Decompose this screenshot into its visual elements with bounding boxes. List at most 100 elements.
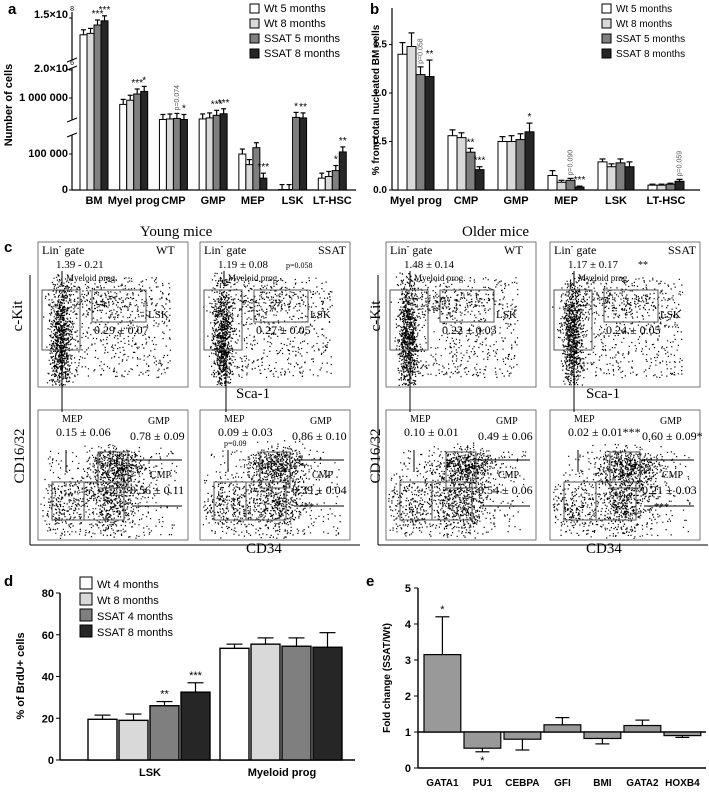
legend-swatch bbox=[601, 48, 612, 59]
bar-BM-3 bbox=[100, 20, 109, 191]
bar-LSK-2 bbox=[149, 705, 180, 761]
gate-gmp bbox=[259, 451, 291, 489]
legend-swatch bbox=[79, 608, 93, 622]
mep-label: MEP bbox=[410, 414, 431, 425]
legend-label: SSAT 5 months bbox=[264, 33, 341, 45]
lsk-frequency: 0.27 ± 0.05 bbox=[256, 323, 311, 337]
significance-label: ** bbox=[160, 689, 169, 701]
genotype-label: WT bbox=[156, 243, 175, 257]
y-tick-label: 1 bbox=[405, 727, 411, 739]
gmp-label: GMP bbox=[496, 416, 518, 427]
mep-frequency: 0.10 ± 0.01 bbox=[404, 425, 459, 439]
cmp-label: CMP bbox=[498, 470, 520, 481]
legend-label: SSAT 5 months bbox=[616, 34, 685, 45]
y-tick-label: 80 bbox=[42, 588, 54, 600]
bar-LSK-3 bbox=[624, 166, 635, 191]
legend-swatch bbox=[249, 48, 260, 59]
cmp-label: CMP bbox=[312, 470, 334, 481]
x-tick-label: Myeloid prog bbox=[248, 767, 316, 779]
flow-dots bbox=[552, 273, 684, 386]
cmp-significance: ** bbox=[304, 502, 314, 513]
y-tick-exponent: 6 bbox=[70, 60, 74, 67]
bar-LSK-3 bbox=[299, 117, 308, 191]
bar-LT-HSC-2 bbox=[665, 183, 676, 191]
panel-letter-b: b bbox=[370, 1, 379, 18]
x-tick-label: LT-HSC bbox=[647, 195, 686, 207]
bar-GATA2 bbox=[623, 724, 662, 733]
x-tick-label: HOXB4 bbox=[665, 778, 700, 789]
gate-gmp bbox=[97, 451, 129, 489]
bar-Myeloid prog-3 bbox=[312, 646, 343, 761]
gate-title: Lin- gate bbox=[204, 242, 246, 257]
bar-BM-1 bbox=[86, 32, 95, 191]
lsk-label: LSK bbox=[148, 309, 169, 321]
gate-title-rest: gate bbox=[409, 243, 432, 257]
bar-GATA1 bbox=[423, 653, 462, 733]
mep-label: MEP bbox=[574, 414, 595, 425]
x-tick-label: MEP bbox=[241, 195, 265, 207]
mep-label: MEP bbox=[62, 414, 83, 425]
gate-gmp bbox=[609, 451, 641, 489]
bar-CMP-0 bbox=[447, 135, 458, 191]
panel-letter-e: e bbox=[366, 573, 374, 590]
gate-title-sup: - bbox=[407, 242, 410, 251]
legend-label: SSAT 8 months bbox=[616, 49, 685, 60]
x-tick-label: Myel prog bbox=[108, 195, 160, 207]
bar-LSK-2 bbox=[292, 116, 301, 191]
sca1-axis-label: Sca-1 bbox=[236, 386, 270, 402]
legend-label: SSAT 8 months bbox=[264, 48, 341, 60]
y-tick-label: 0.0 bbox=[373, 185, 387, 196]
myeloid-frequency: 1.39 - 0.21 bbox=[56, 259, 104, 271]
bar-BM-0 bbox=[79, 34, 88, 191]
y-axis-label: Fold change (SSAT/Wt) bbox=[382, 623, 393, 733]
flow-plot-frame bbox=[385, 409, 537, 541]
panel-d-chart: 0 20 40 60 80 % of BrdU+ cells LSK Myeloid prog… bbox=[15, 576, 355, 779]
bar-MEP-3 bbox=[574, 186, 585, 191]
significance-label: *** bbox=[92, 9, 104, 20]
x-tick-label: CMP bbox=[161, 195, 185, 207]
mep-frequency: 0.15 ± 0.06 bbox=[56, 425, 111, 439]
x-tick-label: LSK bbox=[605, 195, 627, 207]
cd1632-axis-label: CD16/32 bbox=[368, 428, 384, 483]
gate-title: Lin- gate bbox=[390, 242, 432, 257]
gate-lsk bbox=[253, 289, 309, 323]
bar-LSK-2 bbox=[615, 162, 626, 191]
legend-swatch bbox=[601, 3, 612, 14]
gate-gmp bbox=[445, 451, 477, 489]
y-tick-label: 5 bbox=[405, 583, 411, 595]
legend-label: Wt 4 months bbox=[97, 579, 159, 591]
cmp-frequency: 0.56 ± 0.11 bbox=[130, 483, 184, 497]
bar-LSK-0 bbox=[597, 161, 608, 191]
bar-Myel prog-2 bbox=[133, 93, 142, 191]
axis-break bbox=[66, 60, 360, 68]
y-axis-label: % from total nucleated BM cells bbox=[371, 24, 382, 175]
bar-LT-HSC-2 bbox=[331, 170, 340, 191]
bar-BM-2 bbox=[93, 24, 102, 191]
myeloid-frequency: 1.48 ± 0.14 bbox=[404, 259, 455, 271]
significance-label: p=0.059 bbox=[677, 151, 684, 177]
significance-label: *** bbox=[474, 156, 486, 167]
flow-dots bbox=[390, 272, 519, 386]
bar-GMP-3 bbox=[219, 113, 228, 191]
gate-title: Lin- gate bbox=[554, 242, 596, 257]
lsk-frequency: 0.22 ± 0.03 bbox=[442, 323, 497, 337]
panel-letter-c: c bbox=[4, 239, 12, 256]
cmp-label: CMP bbox=[150, 470, 172, 481]
bar-Myeloid prog-2 bbox=[281, 645, 312, 761]
bar-LSK-3 bbox=[180, 691, 211, 761]
lsk-label: LSK bbox=[496, 309, 517, 321]
legend-label: SSAT 8 months bbox=[97, 627, 174, 639]
ckit-axis-label: c-Kit bbox=[10, 300, 26, 332]
bar-GMP-3 bbox=[524, 131, 535, 191]
legend-swatch bbox=[249, 3, 260, 14]
cmp-significance: *** bbox=[654, 502, 669, 513]
gate-myeloid bbox=[203, 289, 243, 351]
x-tick-label: GATA1 bbox=[426, 778, 459, 789]
legend-label: SSAT 4 months bbox=[97, 611, 174, 623]
axis-break-mark bbox=[66, 65, 78, 71]
genotype-label: SSAT bbox=[668, 243, 697, 257]
legend-label: Wt 8 months bbox=[97, 595, 159, 607]
gmp-frequency: 0.78 ± 0.09 bbox=[130, 429, 185, 443]
flow-dots bbox=[388, 442, 527, 539]
bar-Myel prog-1 bbox=[406, 45, 417, 191]
